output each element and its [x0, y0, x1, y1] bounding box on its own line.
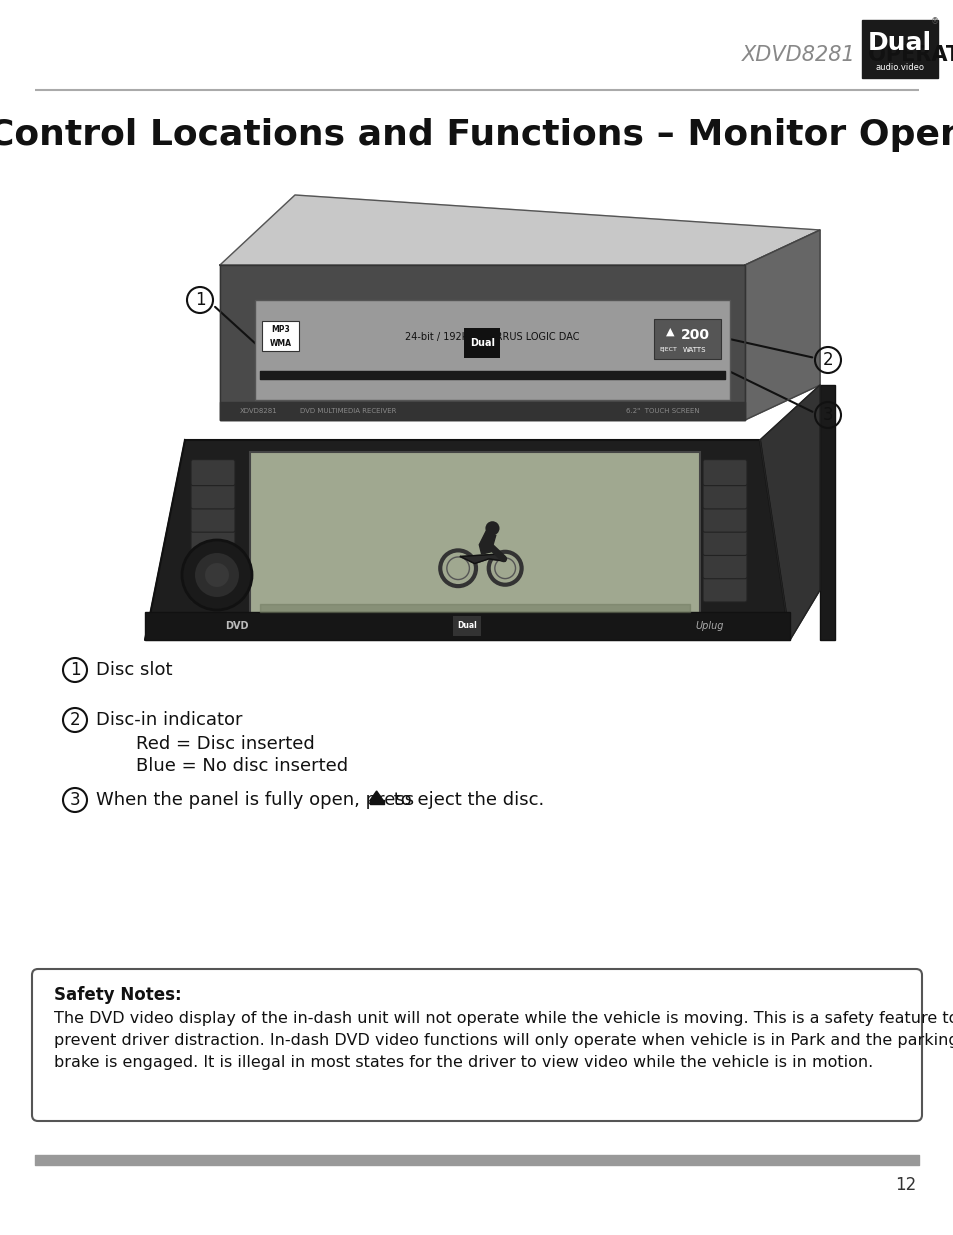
Text: 24-bit / 192kHz  CIRRUS LOGIC DAC: 24-bit / 192kHz CIRRUS LOGIC DAC	[405, 332, 579, 342]
FancyBboxPatch shape	[702, 530, 746, 556]
Text: prevent driver distraction. In-dash DVD video functions will only operate when v: prevent driver distraction. In-dash DVD …	[54, 1034, 953, 1049]
Text: ▲: ▲	[665, 327, 674, 337]
FancyBboxPatch shape	[191, 506, 234, 532]
FancyBboxPatch shape	[262, 321, 298, 351]
Text: When the panel is fully open, press: When the panel is fully open, press	[96, 790, 419, 809]
Text: DVD: DVD	[225, 621, 248, 631]
Circle shape	[194, 553, 239, 597]
FancyBboxPatch shape	[191, 483, 234, 509]
FancyBboxPatch shape	[254, 300, 729, 400]
FancyBboxPatch shape	[702, 576, 746, 601]
Polygon shape	[460, 555, 505, 563]
Text: 3: 3	[821, 406, 832, 424]
FancyBboxPatch shape	[191, 576, 234, 601]
Text: DVD MULTIMEDIA RECEIVER: DVD MULTIMEDIA RECEIVER	[299, 408, 395, 414]
Text: 1: 1	[70, 661, 80, 679]
Text: The DVD video display of the in-dash unit will not operate while the vehicle is : The DVD video display of the in-dash uni…	[54, 1011, 953, 1026]
Text: Disc slot: Disc slot	[96, 661, 172, 679]
Text: OPERATION: OPERATION	[861, 44, 953, 65]
Text: Uplug: Uplug	[695, 621, 723, 631]
Text: XDVD8281: XDVD8281	[240, 408, 277, 414]
Text: 1: 1	[194, 291, 205, 309]
Polygon shape	[220, 266, 744, 420]
FancyBboxPatch shape	[453, 616, 481, 636]
Text: Dual: Dual	[470, 338, 495, 348]
FancyBboxPatch shape	[820, 385, 834, 640]
Text: Disc-in indicator: Disc-in indicator	[96, 711, 242, 729]
Text: Dual: Dual	[867, 31, 931, 56]
Text: Dual: Dual	[457, 621, 476, 631]
Polygon shape	[369, 790, 383, 802]
FancyBboxPatch shape	[191, 530, 234, 556]
Polygon shape	[145, 440, 789, 640]
FancyBboxPatch shape	[862, 20, 937, 78]
FancyBboxPatch shape	[702, 506, 746, 532]
FancyBboxPatch shape	[702, 483, 746, 509]
FancyBboxPatch shape	[250, 452, 700, 620]
Text: 12: 12	[894, 1176, 915, 1194]
Text: brake is engaged. It is illegal in most states for the driver to view video whil: brake is engaged. It is illegal in most …	[54, 1056, 872, 1071]
Text: XDVD8281: XDVD8281	[741, 44, 855, 65]
Text: 3: 3	[70, 790, 80, 809]
Text: audio.video: audio.video	[875, 63, 923, 73]
Text: Blue = No disc inserted: Blue = No disc inserted	[136, 757, 348, 776]
Text: EJECT: EJECT	[659, 347, 677, 352]
Polygon shape	[744, 230, 820, 420]
FancyBboxPatch shape	[32, 969, 921, 1121]
Text: 2: 2	[70, 711, 80, 729]
Polygon shape	[478, 531, 496, 555]
FancyBboxPatch shape	[702, 553, 746, 579]
FancyBboxPatch shape	[145, 613, 789, 640]
Text: WATTS: WATTS	[682, 347, 706, 353]
FancyBboxPatch shape	[702, 459, 746, 485]
Text: MP3: MP3	[272, 326, 290, 335]
FancyBboxPatch shape	[191, 459, 234, 485]
Circle shape	[182, 540, 252, 610]
Text: 6.2"  TOUCH SCREEN: 6.2" TOUCH SCREEN	[626, 408, 700, 414]
FancyBboxPatch shape	[464, 329, 500, 358]
Polygon shape	[220, 195, 820, 266]
Circle shape	[485, 521, 499, 535]
Text: 2: 2	[821, 351, 832, 369]
FancyBboxPatch shape	[654, 319, 720, 359]
Text: Safety Notes:: Safety Notes:	[54, 986, 181, 1004]
Text: ®: ®	[930, 17, 938, 26]
Circle shape	[205, 563, 229, 587]
Text: Red = Disc inserted: Red = Disc inserted	[136, 735, 314, 753]
Text: WMA: WMA	[270, 338, 292, 347]
Text: Control Locations and Functions – Monitor Open: Control Locations and Functions – Monito…	[0, 119, 953, 152]
Text: 200: 200	[679, 329, 709, 342]
Polygon shape	[760, 385, 820, 640]
Text: to eject the disc.: to eject the disc.	[387, 790, 543, 809]
FancyBboxPatch shape	[191, 553, 234, 579]
